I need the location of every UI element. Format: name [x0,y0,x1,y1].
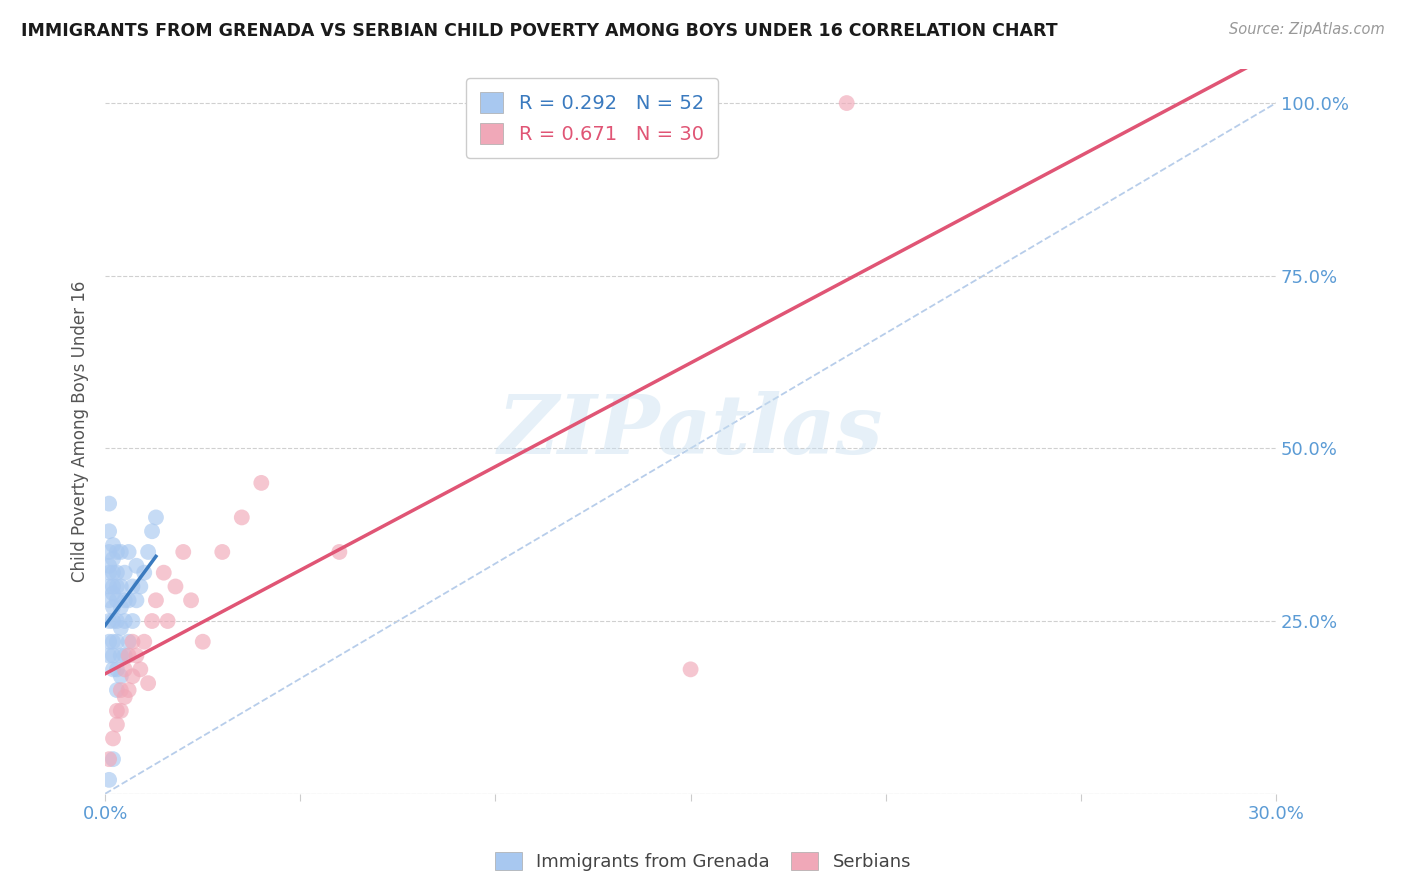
Point [101,752,124,766]
Point [101,634,124,648]
Point [101,538,124,552]
Point [98,566,121,580]
Point [180,593,202,607]
Point [129,662,152,676]
Point [114,690,136,704]
Point [134,634,156,648]
Point [129,579,152,593]
Point [98,545,121,559]
Point [101,614,124,628]
Point [125,593,148,607]
Point [105,545,128,559]
Point [105,662,128,676]
Point [117,683,139,698]
Point [110,600,132,615]
Point [121,579,143,593]
Point [134,566,156,580]
Point [172,545,194,559]
Point [101,662,124,676]
Point [165,579,187,593]
Point [98,752,121,766]
Point [117,634,139,648]
Text: ZIPatlas: ZIPatlas [498,391,883,471]
Point [114,614,136,628]
Point [136,545,159,559]
Point [105,634,128,648]
Point [191,634,214,648]
Point [110,579,132,593]
Point [101,579,124,593]
Point [152,566,174,580]
Point [114,593,136,607]
Legend: R = 0.292   N = 52, R = 0.671   N = 30: R = 0.292 N = 52, R = 0.671 N = 30 [467,78,717,158]
Point [101,552,124,566]
Y-axis label: Child Poverty Among Boys Under 16: Child Poverty Among Boys Under 16 [72,280,89,582]
Point [835,96,858,111]
Point [98,614,121,628]
Point [101,586,124,600]
Point [105,683,128,698]
Point [114,648,136,663]
Point [101,648,124,663]
Point [136,676,159,690]
Point [105,704,128,718]
Point [98,558,121,573]
Point [211,545,233,559]
Point [98,497,121,511]
Point [105,579,128,593]
Legend: Immigrants from Grenada, Serbians: Immigrants from Grenada, Serbians [488,845,918,879]
Point [145,510,167,524]
Point [98,579,121,593]
Point [110,704,132,718]
Point [105,593,128,607]
Point [101,566,124,580]
Point [117,648,139,663]
Point [110,669,132,683]
Point [141,524,163,539]
Point [110,621,132,635]
Point [125,648,148,663]
Point [250,475,273,490]
Point [105,614,128,628]
Point [328,545,350,559]
Point [101,731,124,746]
Point [105,566,128,580]
Point [117,545,139,559]
Point [121,634,143,648]
Point [101,600,124,615]
Point [231,510,253,524]
Point [141,614,163,628]
Point [98,772,121,787]
Point [114,662,136,676]
Point [98,634,121,648]
Point [98,648,121,663]
Point [110,648,132,663]
Point [125,558,148,573]
Point [679,662,702,676]
Point [114,566,136,580]
Point [110,683,132,698]
Point [110,545,132,559]
Text: IMMIGRANTS FROM GRENADA VS SERBIAN CHILD POVERTY AMONG BOYS UNDER 16 CORRELATION: IMMIGRANTS FROM GRENADA VS SERBIAN CHILD… [21,22,1057,40]
Point [98,524,121,539]
Point [121,614,143,628]
Point [117,593,139,607]
Point [105,717,128,731]
Point [121,669,143,683]
Point [98,593,121,607]
Point [156,614,179,628]
Point [145,593,167,607]
Text: Source: ZipAtlas.com: Source: ZipAtlas.com [1229,22,1385,37]
